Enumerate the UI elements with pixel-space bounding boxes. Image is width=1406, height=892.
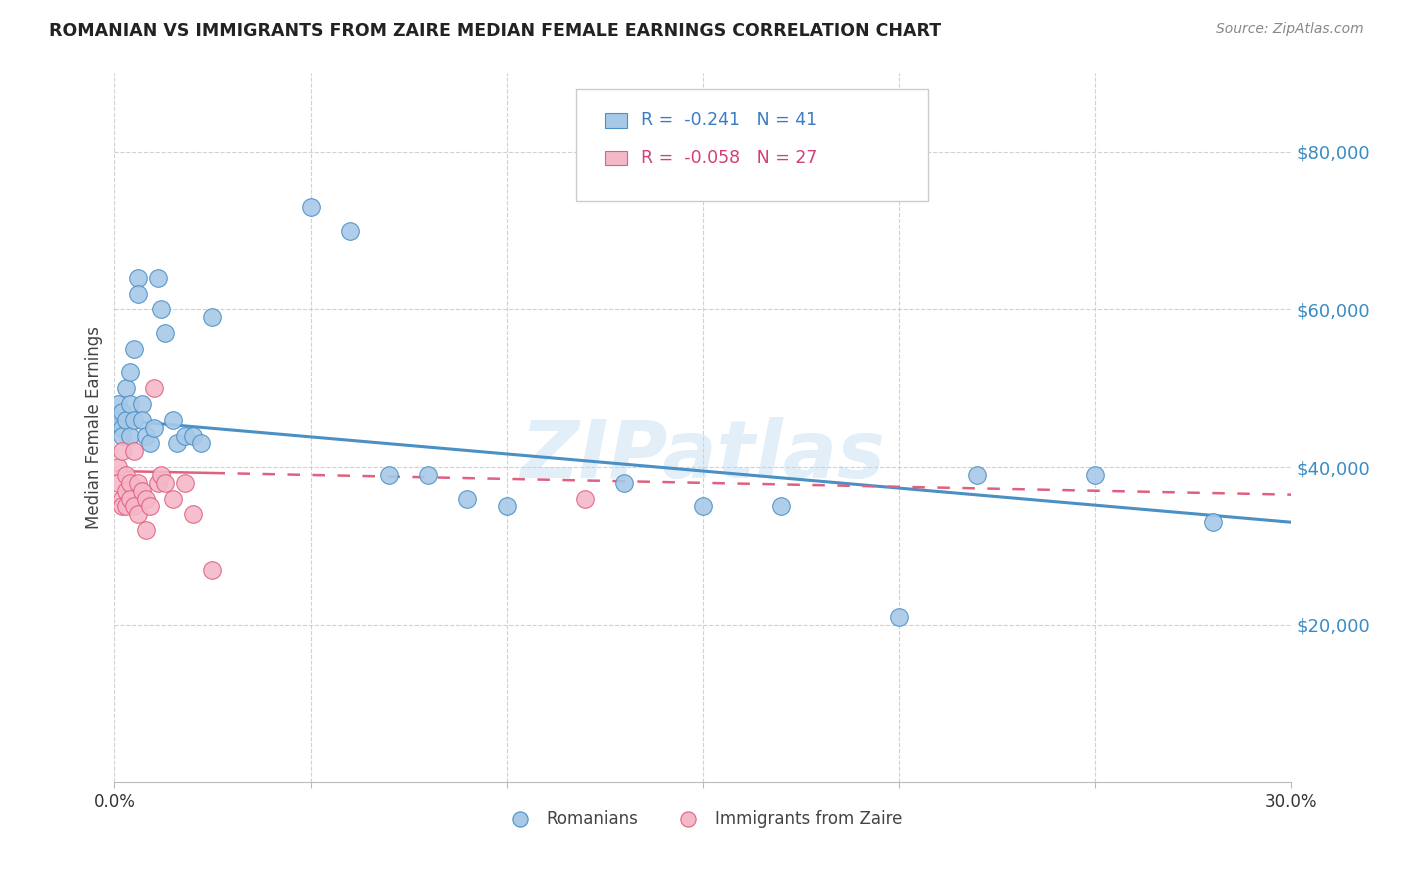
Point: [115, 483, 138, 498]
Point: [150, 302, 173, 317]
Point: [162, 491, 184, 506]
Point: [127, 286, 149, 301]
Point: [142, 420, 165, 434]
Point: [966, 467, 988, 482]
Point: [339, 224, 361, 238]
Point: [174, 428, 197, 442]
Text: ROMANIAN VS IMMIGRANTS FROM ZAIRE MEDIAN FEMALE EARNINGS CORRELATION CHART: ROMANIAN VS IMMIGRANTS FROM ZAIRE MEDIAN…: [49, 22, 942, 40]
Point: [107, 475, 129, 490]
Point: [150, 467, 173, 482]
Point: [115, 467, 138, 482]
Point: [495, 500, 517, 514]
Point: [120, 428, 142, 442]
Point: [613, 475, 636, 490]
Point: [418, 467, 440, 482]
Point: [111, 428, 134, 442]
Point: [138, 500, 160, 514]
Point: [122, 413, 145, 427]
Point: [190, 436, 212, 450]
Point: [107, 460, 129, 475]
Y-axis label: Median Female Earnings: Median Female Earnings: [86, 326, 103, 529]
Point: [146, 271, 169, 285]
Point: [201, 562, 224, 576]
Point: [692, 500, 714, 514]
Point: [146, 475, 169, 490]
Point: [131, 397, 153, 411]
Point: [201, 310, 224, 325]
Point: [378, 467, 401, 482]
Point: [120, 491, 142, 506]
Point: [135, 428, 157, 442]
Point: [181, 428, 204, 442]
Point: [770, 500, 793, 514]
Point: [127, 271, 149, 285]
Point: [115, 381, 138, 395]
Point: [122, 444, 145, 458]
Point: [111, 405, 134, 419]
Point: [131, 413, 153, 427]
Text: ZIPatlas: ZIPatlas: [520, 417, 886, 495]
Point: [174, 475, 197, 490]
Text: R =  -0.058   N = 27: R = -0.058 N = 27: [641, 149, 817, 167]
Point: [138, 436, 160, 450]
Point: [111, 491, 134, 506]
Point: [166, 436, 188, 450]
Point: [120, 475, 142, 490]
Point: [127, 475, 149, 490]
Point: [107, 413, 129, 427]
Text: R =  -0.241   N = 41: R = -0.241 N = 41: [641, 112, 817, 129]
Point: [115, 500, 138, 514]
Point: [1202, 515, 1225, 529]
Point: [127, 508, 149, 522]
Point: [120, 366, 142, 380]
Point: [111, 444, 134, 458]
Point: [135, 491, 157, 506]
Point: [135, 523, 157, 537]
Point: [107, 397, 129, 411]
Point: [111, 500, 134, 514]
Point: [887, 610, 910, 624]
Point: [115, 413, 138, 427]
Point: [122, 500, 145, 514]
Point: [155, 326, 177, 340]
Point: [456, 491, 478, 506]
Legend: Romanians, Immigrants from Zaire: Romanians, Immigrants from Zaire: [496, 803, 910, 834]
Point: [1084, 467, 1107, 482]
Point: [120, 397, 142, 411]
Point: [131, 483, 153, 498]
Point: [162, 413, 184, 427]
Point: [111, 420, 134, 434]
Point: [142, 381, 165, 395]
Point: [574, 491, 596, 506]
Text: Source: ZipAtlas.com: Source: ZipAtlas.com: [1216, 22, 1364, 37]
Point: [122, 342, 145, 356]
Point: [181, 508, 204, 522]
Point: [155, 475, 177, 490]
Point: [299, 200, 322, 214]
